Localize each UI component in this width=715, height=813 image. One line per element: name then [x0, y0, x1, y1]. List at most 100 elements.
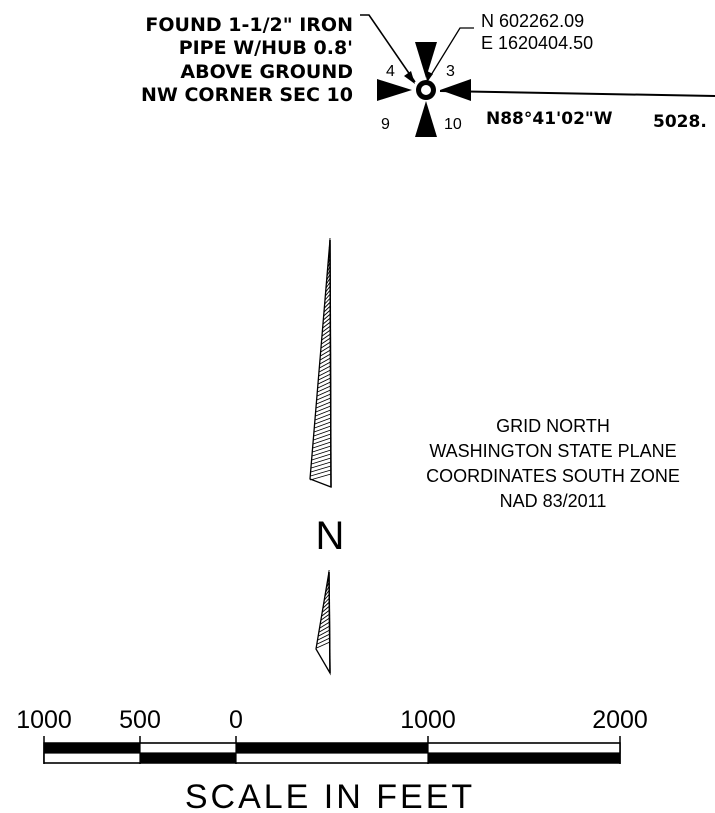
monument-description-line-2: PIPE W/HUB 0.8' [179, 37, 353, 59]
description-leader-line [360, 14, 416, 83]
north-arrow [309, 237, 332, 676]
needle-hatch-line [318, 369, 331, 377]
needle-hatch-line [315, 401, 331, 409]
needle-hatch-line [316, 389, 331, 397]
monument-description-line-1: FOUND 1-1/2" IRON [145, 14, 353, 36]
needle-hatch-line [316, 641, 331, 649]
needle-hatch-line [317, 633, 331, 641]
needle-hatch-line [323, 313, 331, 321]
monument-easting: E 1620404.50 [481, 33, 593, 53]
section-number-nw: 4 [386, 63, 395, 80]
needle-hatch-line [315, 405, 331, 413]
needle-hatch-line [317, 637, 331, 645]
needle-hatch-line [310, 469, 332, 477]
needle-hatch-line [319, 621, 330, 629]
needle-hatch-line [321, 333, 331, 341]
section-number-se: 10 [444, 116, 462, 133]
needle-hatch-line [319, 625, 331, 633]
section-corner-symbol [377, 42, 471, 137]
scale-segment-bottom-4 [428, 753, 620, 763]
coordinate-leader-line [427, 27, 474, 81]
scale-segment-top-3 [236, 743, 428, 753]
monument-description: FOUND 1-1/2" IRON PIPE W/HUB 0.8' ABOVE … [141, 14, 353, 106]
grid-north-note-line-1: GRID NORTH [496, 416, 610, 436]
section-line-bearing: N88°41'02"W [486, 109, 613, 129]
needle-hatch-line [312, 445, 332, 453]
needle-hatch-line [320, 617, 330, 625]
needle-hatch-line [310, 473, 332, 481]
needle-hatch-line [321, 337, 331, 345]
needle-hatch-line [318, 373, 331, 381]
needle-hatch-line [311, 457, 332, 465]
needle-hatch-line [314, 413, 331, 421]
monument-center [421, 85, 431, 95]
needle-hatch-line [322, 321, 331, 329]
needle-hatch-line [316, 397, 331, 405]
needle-hatch-line [324, 297, 331, 305]
needle-hatch-line [316, 393, 331, 401]
scale-segment-top-1 [44, 743, 140, 753]
needle-hatch-line [322, 325, 331, 333]
needle-hatch-line [319, 353, 331, 361]
needle-hatch-line [324, 301, 331, 309]
corner-symbol-north-wedge [415, 42, 437, 78]
needle-hatch-line [323, 309, 331, 317]
needle-hatch-line [324, 293, 331, 301]
grid-north-note-line-3: COORDINATES SOUTH ZONE [426, 466, 680, 486]
scale-bar: 1000 500 0 1000 2000 [16, 706, 648, 764]
section-line [439, 90, 715, 97]
needle-hatch-line [325, 289, 331, 297]
needle-hatch-line [323, 597, 330, 605]
needle-hatch-line [313, 429, 331, 437]
north-arrow-upper-shaft [329, 239, 332, 488]
needle-hatch-line [321, 329, 331, 337]
needle-hatch-line [322, 317, 331, 325]
needle-hatch-line [319, 357, 331, 365]
scale-segment-bottom-1 [43, 752, 141, 764]
scale-segment-top-4 [427, 742, 621, 754]
scale-tick-label-1000-left: 1000 [16, 706, 72, 734]
needle-hatch-line [323, 305, 331, 313]
scale-bar-outline [43, 742, 621, 764]
section-number-ne: 3 [446, 63, 455, 80]
grid-north-note-line-2: WASHINGTON STATE PLANE [429, 441, 676, 461]
scale-tick-label-500: 500 [119, 706, 161, 734]
needle-hatch-line [314, 417, 331, 425]
north-arrow-letter: N [316, 514, 345, 558]
needle-hatch-line [310, 465, 332, 473]
needle-hatch-line [321, 609, 330, 617]
needle-hatch-line [312, 437, 331, 445]
needle-hatch-line [317, 385, 331, 393]
section-number-sw: 9 [381, 116, 390, 133]
corner-symbol-south-wedge [415, 101, 437, 137]
scale-title: SCALE IN FEET [185, 778, 475, 813]
corner-symbol-west-wedge [377, 79, 412, 101]
needle-hatch-line [318, 365, 331, 373]
scale-segment-top-2 [139, 742, 237, 754]
corner-symbol-east-wedge [440, 79, 471, 101]
monument-description-line-4: NW CORNER SEC 10 [141, 84, 353, 106]
grid-north-note-line-4: NAD 83/2011 [500, 491, 607, 511]
grid-north-note: GRID NORTH WASHINGTON STATE PLANE COORDI… [426, 416, 680, 511]
needle-hatch-line [311, 461, 332, 469]
needle-hatch-line [320, 341, 331, 349]
section-line-distance: 5028. [653, 112, 707, 132]
scale-tick-label-0: 0 [229, 706, 243, 734]
needle-hatch-line [315, 409, 331, 417]
north-arrow-lower-shaft [328, 571, 331, 674]
scale-segment-bottom-3 [235, 752, 429, 764]
needle-hatch-line [317, 377, 331, 385]
needle-hatch-line [318, 629, 331, 637]
needle-hatch-line [317, 381, 331, 389]
needle-hatch-line [320, 349, 331, 357]
needle-hatch-line [312, 441, 332, 449]
needle-hatch-line [313, 433, 331, 441]
needle-hatch-line [322, 601, 330, 609]
monument-northing: N 602262.09 [481, 11, 584, 31]
needle-hatch-line [311, 449, 332, 457]
needle-hatch-line [314, 421, 331, 429]
needle-hatch-line [319, 361, 331, 369]
needle-hatch-line [320, 345, 331, 353]
scale-segment-bottom-2 [140, 753, 236, 763]
